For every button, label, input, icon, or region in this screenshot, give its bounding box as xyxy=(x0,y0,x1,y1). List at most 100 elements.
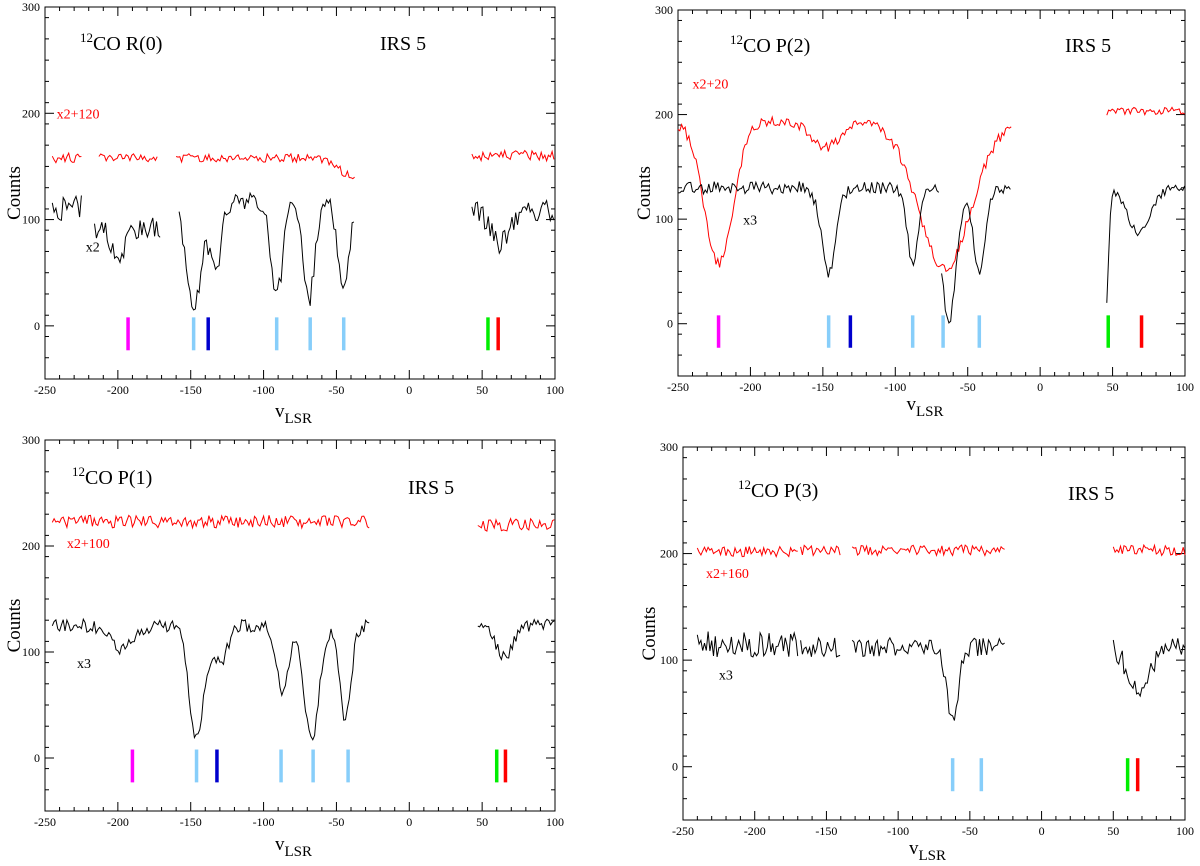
y-tick-label: 200 xyxy=(22,539,40,553)
series-line-segment xyxy=(477,517,555,532)
x-tick-label: 100 xyxy=(1176,824,1194,838)
x-axis-label-main: v xyxy=(275,834,285,855)
chart-title-main: CO P(2) xyxy=(743,35,810,57)
y-tick-label: 300 xyxy=(22,0,40,14)
y-tick-label: 0 xyxy=(667,317,673,331)
series-line-segment xyxy=(1112,543,1186,557)
x-axis-label-main: v xyxy=(907,394,917,415)
x-tick-label: -200 xyxy=(107,383,129,397)
chart-title-main: CO P(1) xyxy=(85,467,152,489)
series-line-segment xyxy=(1112,638,1186,698)
series-line-segment xyxy=(51,514,370,530)
x-tick-label: -150 xyxy=(812,380,834,394)
series-line-segment xyxy=(1106,106,1185,117)
y-tick-label: 300 xyxy=(660,440,678,454)
source-label: IRS 5 xyxy=(380,33,426,55)
y-tick-label: 200 xyxy=(22,106,40,120)
x-tick-label: -100 xyxy=(884,380,906,394)
series-line-segment xyxy=(1106,184,1186,303)
series-x3 xyxy=(51,617,555,741)
chart-title-isotope: 12 xyxy=(72,464,85,479)
x-tick-label: -250 xyxy=(667,380,689,394)
x-tick-label: -150 xyxy=(180,815,202,829)
scale-label: x2+160 xyxy=(706,567,749,582)
series-line-segment xyxy=(471,198,555,255)
chart-title-isotope: 12 xyxy=(738,477,751,492)
series-line-segment xyxy=(696,631,799,658)
x-tick-label: 100 xyxy=(546,383,564,397)
scale-label: x2 xyxy=(86,240,100,255)
x-axis-label-sub: LSR xyxy=(919,848,947,864)
series-x2+20 xyxy=(677,106,1185,273)
x-tick-label: 50 xyxy=(476,383,488,397)
series-x2 xyxy=(51,191,555,311)
series-line-segment xyxy=(175,152,355,180)
series-line-segment xyxy=(471,148,555,163)
plot-frame xyxy=(44,6,556,380)
y-tick-label: 200 xyxy=(660,547,678,561)
scale-label: x2+100 xyxy=(67,537,110,552)
chart-panel-1: -250 -200 -150 -100 -50 0 50 100 0 100 200 300 Count… xyxy=(4,0,564,427)
x-tick-label: -50 xyxy=(960,380,976,394)
chart-title-isotope: 12 xyxy=(80,30,93,45)
x-tick-label: -250 xyxy=(34,383,56,397)
series-line-segment xyxy=(51,151,82,164)
x-tick-label: 100 xyxy=(546,815,564,829)
series-line-segment xyxy=(98,153,158,163)
scale-label: x3 xyxy=(77,657,91,672)
x-axis-label-sub: LSR xyxy=(916,404,944,420)
x-tick-label: -50 xyxy=(328,815,344,829)
y-axis-label: Counts xyxy=(4,166,25,220)
x-tick-label: 0 xyxy=(1039,824,1045,838)
plot-frame xyxy=(44,439,556,812)
x-tick-label: -50 xyxy=(962,824,978,838)
series-line-segment xyxy=(851,636,1005,721)
series-line-segment xyxy=(677,180,940,278)
y-axis-label: Counts xyxy=(4,599,25,653)
y-axis-label: Counts xyxy=(639,607,660,661)
plot-frame xyxy=(682,446,1186,821)
y-tick-label: 100 xyxy=(22,213,40,227)
x-axis-label: vLSR xyxy=(275,834,312,860)
x-axis-label-sub: LSR xyxy=(285,844,313,860)
x-axis-label: vLSR xyxy=(275,401,312,427)
chart-title: 12CO P(3) xyxy=(738,477,818,502)
x-axis-label-sub: LSR xyxy=(285,411,313,427)
y-tick-label: 0 xyxy=(34,319,40,333)
series-x3 xyxy=(677,180,1186,324)
chart-title: 12CO P(1) xyxy=(72,464,152,489)
chart-title-main: CO P(3) xyxy=(751,480,818,502)
x-tick-label: 50 xyxy=(1107,824,1119,838)
x-tick-label: 50 xyxy=(1107,380,1119,394)
y-tick-label: 100 xyxy=(660,653,678,667)
series-x2+120 xyxy=(51,148,555,180)
x-axis-label: vLSR xyxy=(907,394,944,420)
x-tick-label: -150 xyxy=(180,383,202,397)
chart-title: 12CO R(0) xyxy=(80,30,162,55)
series-line-segment xyxy=(178,191,355,311)
x-tick-label: -250 xyxy=(34,815,56,829)
chart-title: 12CO P(2) xyxy=(730,32,810,57)
x-tick-label: 0 xyxy=(406,383,412,397)
scale-label: x3 xyxy=(719,668,733,683)
series-line-segment xyxy=(800,636,841,658)
x-tick-label: -100 xyxy=(253,815,275,829)
plot-frame xyxy=(677,9,1186,377)
x-tick-label: 50 xyxy=(476,815,488,829)
x-tick-label: -200 xyxy=(744,824,766,838)
y-tick-label: 300 xyxy=(655,3,673,17)
chart-panel-2: -250 -200 -150 -100 -50 0 50 100 0 100 200 300 Count… xyxy=(634,3,1194,420)
source-label: IRS 5 xyxy=(1068,483,1114,505)
x-axis-label: vLSR xyxy=(909,838,946,864)
series-x3 xyxy=(696,631,1186,721)
scale-label: x2+120 xyxy=(57,108,100,123)
scale-label: x3 xyxy=(743,213,757,228)
y-tick-label: 0 xyxy=(34,751,40,765)
y-tick-label: 100 xyxy=(22,645,40,659)
y-tick-label: 300 xyxy=(22,433,40,447)
y-axis-label: Counts xyxy=(634,166,655,220)
x-tick-label: -250 xyxy=(672,824,694,838)
x-tick-label: -200 xyxy=(107,815,129,829)
y-tick-label: 200 xyxy=(655,108,673,122)
